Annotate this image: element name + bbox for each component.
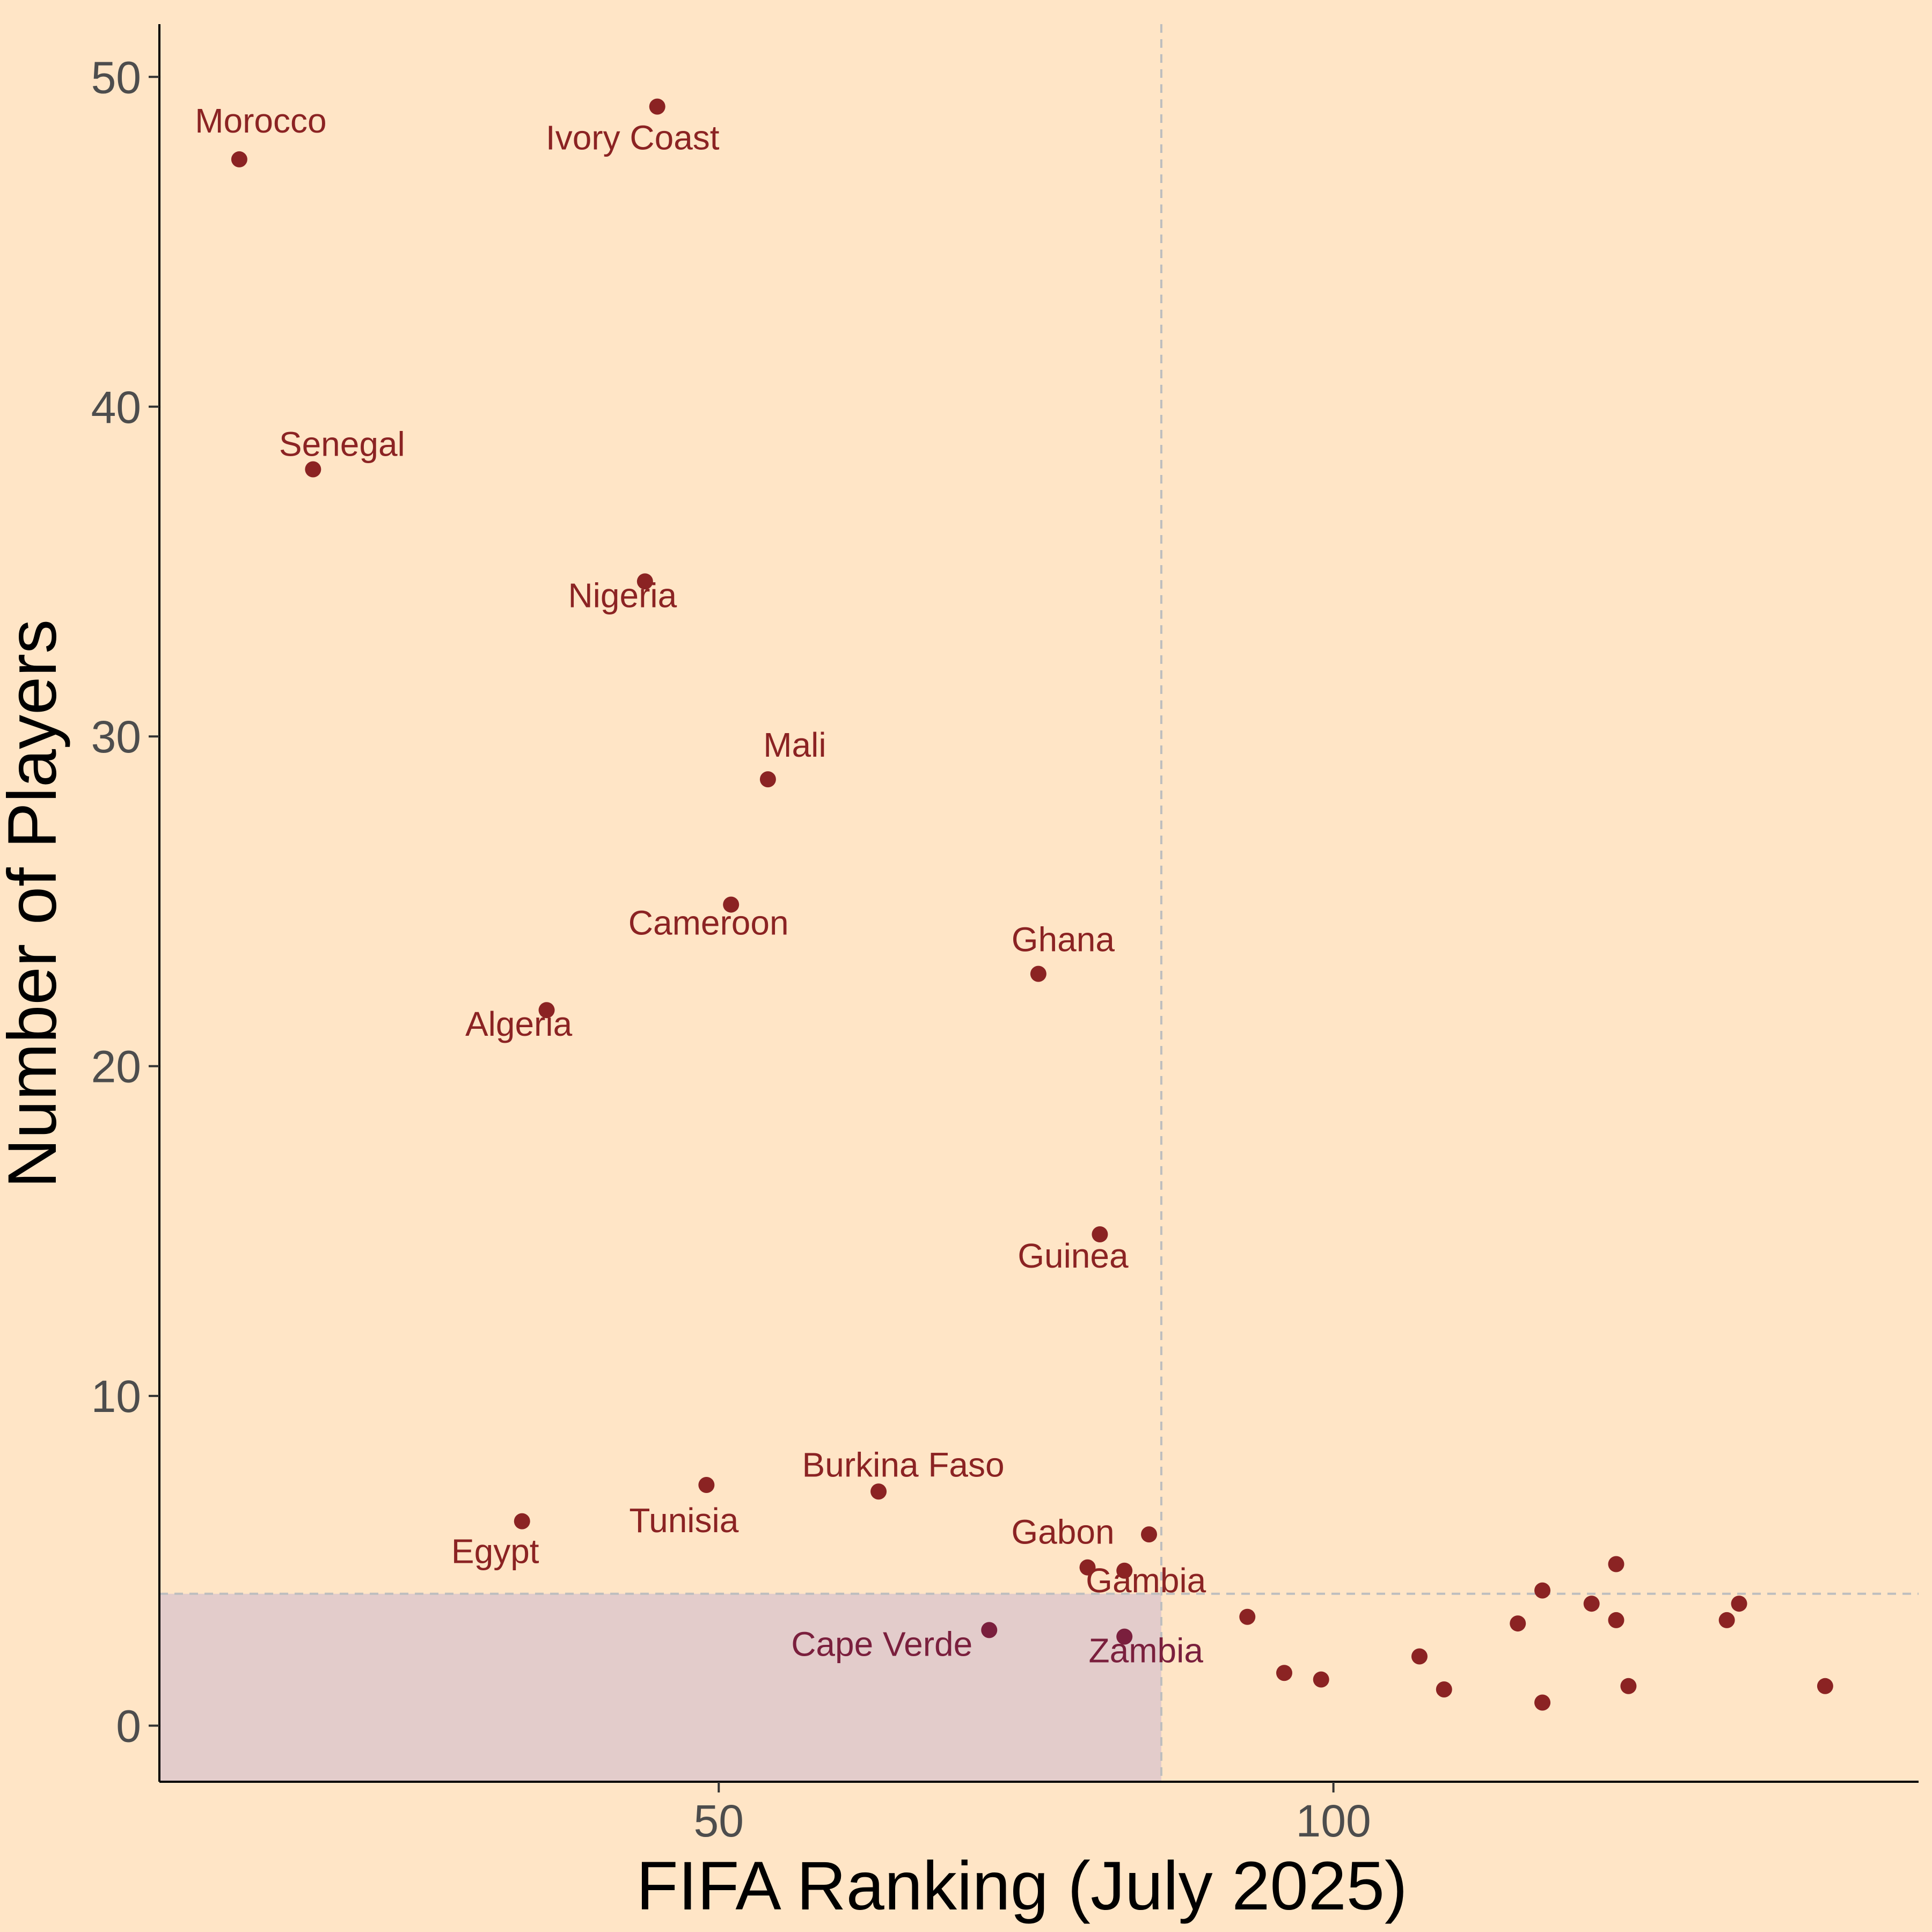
x-tick-label: 100 [1296, 1796, 1371, 1846]
data-point [1534, 1582, 1551, 1599]
data-point [723, 896, 740, 913]
point-label: Ivory Coast [546, 119, 720, 157]
y-tick-label: 0 [116, 1701, 141, 1752]
data-point [1411, 1648, 1428, 1665]
point-label: Mali [763, 726, 826, 764]
point-label: Tunisia [629, 1501, 738, 1540]
data-point [538, 1002, 555, 1019]
y-tick-label: 50 [91, 52, 141, 103]
data-point [1583, 1596, 1600, 1612]
data-point [981, 1622, 998, 1638]
data-point [1116, 1628, 1133, 1645]
point-label: Cameroon [628, 904, 789, 942]
data-point [1116, 1562, 1133, 1579]
data-point [1817, 1678, 1833, 1694]
y-tick-label: 10 [91, 1371, 141, 1422]
point-label: Cape Verde [791, 1624, 972, 1663]
data-point [636, 573, 653, 590]
point-label: Burkina Faso [802, 1445, 1005, 1484]
data-point [649, 98, 665, 115]
data-point [1718, 1612, 1735, 1628]
y-axis-title: Number of Players [0, 619, 71, 1188]
data-point [759, 771, 776, 788]
point-labels: Morocco Ivory Coast Senegal Nigeria Mali Came… [195, 101, 1206, 1670]
data-point [1276, 1665, 1292, 1681]
point-label: Senegal [279, 425, 405, 464]
data-point [1608, 1612, 1624, 1628]
point-label: Ghana [1012, 920, 1115, 959]
point-label: Zambia [1089, 1631, 1204, 1670]
data-point [1510, 1615, 1526, 1632]
data-points [231, 98, 1833, 1711]
data-point [1239, 1608, 1256, 1625]
y-tick-label: 40 [91, 382, 141, 433]
data-point [1079, 1559, 1096, 1576]
data-point [870, 1483, 887, 1500]
data-point [231, 151, 247, 167]
x-axis-title: FIFA Ranking (July 2025) [636, 1848, 1407, 1924]
x-tick-label: 50 [694, 1796, 744, 1846]
point-label: Guinea [1018, 1236, 1129, 1275]
y-tick-label: 20 [91, 1042, 141, 1092]
data-point [1092, 1226, 1108, 1243]
data-point [698, 1476, 715, 1493]
point-label: Algeria [465, 1005, 573, 1043]
point-label: Morocco [195, 101, 326, 140]
data-point [1534, 1694, 1551, 1711]
data-point [1141, 1526, 1158, 1543]
point-label: Gabon [1011, 1513, 1114, 1552]
highlight-region [159, 1593, 1161, 1782]
x-axis-ticks: 50 100 [694, 1782, 1371, 1846]
data-point [1313, 1671, 1329, 1688]
data-point [1030, 965, 1046, 982]
data-point [514, 1513, 530, 1529]
data-point [1731, 1596, 1747, 1612]
point-label: Gambia [1086, 1561, 1206, 1600]
point-label: Egypt [451, 1532, 539, 1571]
data-point [1620, 1678, 1637, 1694]
y-axis-ticks: 0 10 20 30 40 50 [91, 52, 159, 1752]
data-point [1436, 1681, 1452, 1697]
data-point [305, 461, 321, 478]
data-point [1608, 1556, 1624, 1572]
point-label: Nigeria [568, 576, 677, 614]
y-tick-label: 30 [91, 712, 141, 762]
